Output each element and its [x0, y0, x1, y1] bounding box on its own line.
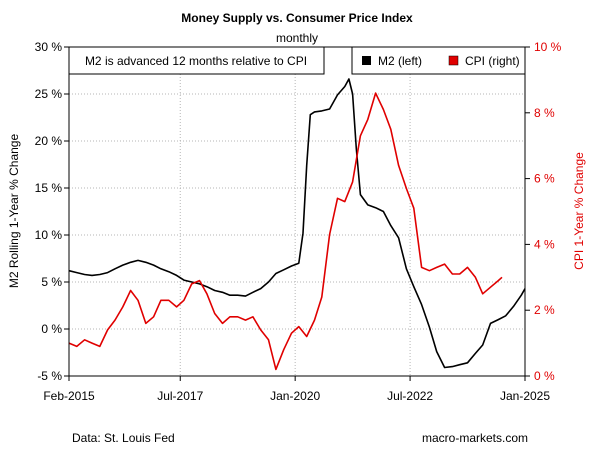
x-tick-label: Jan-2025 [500, 389, 550, 403]
footer-source: Data: St. Louis Fed [72, 431, 175, 445]
series-line-cpi [68, 92, 503, 371]
y-right-tick-label: 6 % [534, 172, 555, 186]
legend: M2 (left) CPI (right) [351, 46, 526, 75]
y-right-tick-label: 2 % [534, 303, 555, 317]
y-left-tick-label: 20 % [35, 134, 63, 148]
y-axis-left-label: M2 Rolling 1-Year % Change [7, 134, 21, 289]
plot-series [68, 78, 526, 371]
grid [68, 46, 526, 377]
annotation-box: M2 is advanced 12 months relative to CPI [68, 46, 325, 75]
y-right-tick-label: 0 % [534, 369, 555, 383]
legend-swatch-m2 [362, 56, 371, 65]
series-line-m2 [68, 78, 526, 369]
x-tick-label: Feb-2015 [43, 389, 95, 403]
chart-subtitle: monthly [276, 31, 318, 45]
y-left-tick-label: 30 % [35, 40, 63, 54]
axes: Feb-2015 Jul-2017 Jan-2020 Jul-2022 Jan-2025… [35, 40, 562, 403]
legend-label-cpi: CPI (right) [465, 54, 520, 68]
legend-frame [351, 46, 526, 75]
y-left-tick-label: 10 % [35, 228, 63, 242]
y-right-tick-label: 8 % [534, 106, 555, 120]
y-right-tick-label: 10 % [534, 40, 562, 54]
chart-title: Money Supply vs. Consumer Price Index [181, 11, 413, 25]
annotation-frame [68, 46, 325, 75]
legend-swatch-cpi [448, 55, 459, 66]
y-axis-right-label: CPI 1-Year % Change [572, 152, 586, 270]
x-tick-label: Jul-2017 [157, 389, 203, 403]
x-tick-label: Jul-2022 [387, 389, 433, 403]
y-left-tick-label: -5 % [37, 369, 62, 383]
y-left-tick-label: 15 % [35, 181, 63, 195]
y-right-tick-label: 4 % [534, 237, 555, 251]
y-left-tick-label: 0 % [41, 322, 62, 336]
annotation-text: M2 is advanced 12 months relative to CPI [85, 54, 307, 68]
legend-label-m2: M2 (left) [378, 54, 422, 68]
y-left-tick-label: 25 % [35, 87, 63, 101]
x-tick-label: Jan-2020 [270, 389, 320, 403]
footer-site: macro-markets.com [422, 431, 528, 445]
plot-frame [68, 46, 526, 377]
y-left-tick-label: 5 % [41, 275, 62, 289]
